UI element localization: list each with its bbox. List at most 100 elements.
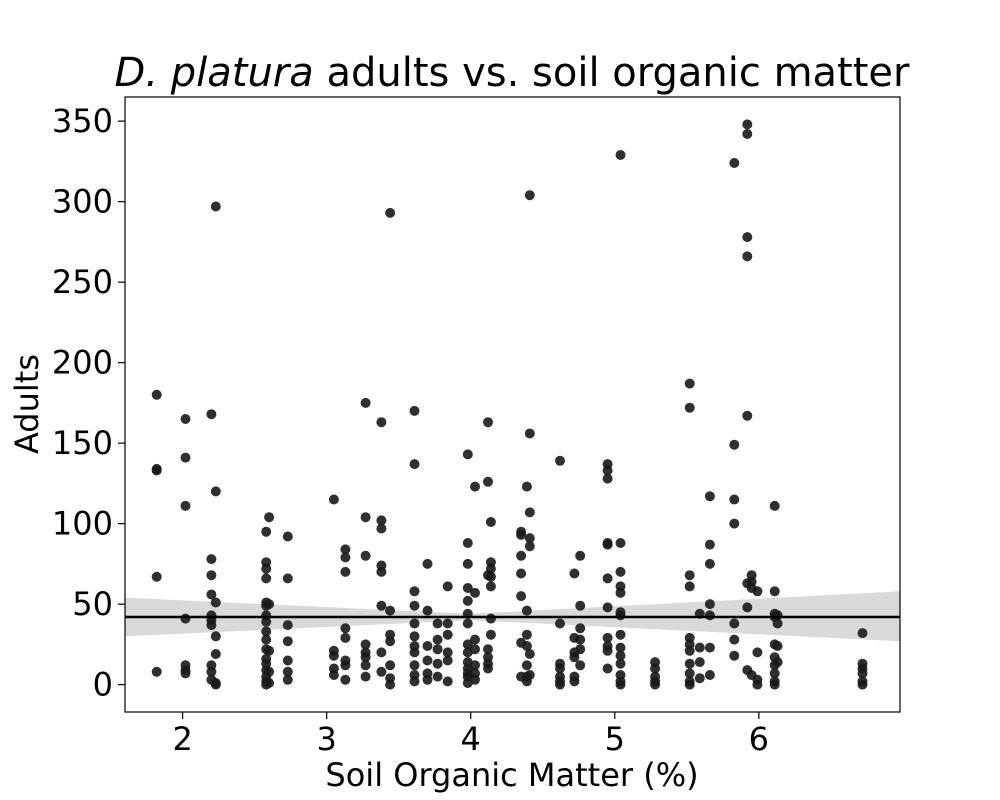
data-point bbox=[470, 674, 480, 685]
data-point bbox=[206, 409, 217, 420]
data-point bbox=[521, 605, 532, 616]
data-point bbox=[376, 666, 387, 677]
data-point bbox=[602, 602, 613, 613]
y-tick-label: 0 bbox=[93, 666, 113, 704]
data-point bbox=[742, 232, 753, 243]
data-point bbox=[328, 494, 339, 505]
data-point bbox=[602, 632, 613, 643]
data-point bbox=[704, 558, 715, 569]
x-tick-label: 5 bbox=[605, 720, 625, 758]
data-point bbox=[470, 660, 480, 671]
data-point bbox=[376, 566, 387, 577]
data-point bbox=[442, 676, 453, 687]
data-point bbox=[470, 644, 480, 655]
data-point bbox=[264, 678, 275, 688]
data-point bbox=[376, 600, 387, 611]
data-point bbox=[442, 647, 453, 658]
data-point bbox=[704, 642, 715, 653]
data-point bbox=[615, 566, 626, 577]
data-point bbox=[340, 544, 351, 555]
data-point bbox=[462, 583, 473, 593]
data-point bbox=[516, 568, 527, 579]
data-point bbox=[615, 658, 626, 669]
data-point bbox=[470, 587, 480, 598]
data-point bbox=[516, 550, 527, 561]
data-point bbox=[694, 657, 705, 668]
data-point bbox=[385, 207, 396, 218]
data-point bbox=[615, 679, 626, 690]
data-point bbox=[210, 486, 221, 497]
data-point bbox=[524, 507, 535, 518]
data-point bbox=[772, 657, 783, 668]
data-point bbox=[704, 599, 715, 610]
data-point bbox=[615, 642, 626, 653]
data-point bbox=[742, 602, 753, 613]
data-point bbox=[704, 610, 715, 621]
data-point bbox=[328, 670, 339, 680]
data-point bbox=[360, 550, 371, 561]
data-point bbox=[769, 500, 780, 511]
data-point bbox=[516, 591, 527, 602]
data-point bbox=[261, 626, 272, 637]
data-point bbox=[729, 650, 740, 661]
data-point bbox=[729, 518, 740, 529]
data-point bbox=[524, 533, 535, 544]
data-point bbox=[264, 645, 275, 656]
data-point bbox=[376, 523, 387, 534]
data-point bbox=[261, 563, 272, 574]
y-tick-label: 200 bbox=[52, 344, 113, 382]
data-point bbox=[206, 554, 217, 565]
data-point bbox=[602, 573, 613, 584]
data-point bbox=[704, 539, 715, 550]
data-point bbox=[752, 679, 763, 690]
data-point bbox=[575, 644, 586, 655]
data-point bbox=[151, 571, 162, 582]
data-point bbox=[521, 641, 532, 651]
data-point bbox=[857, 679, 868, 690]
data-point bbox=[409, 459, 420, 470]
y-tick-label: 50 bbox=[72, 585, 113, 623]
data-point bbox=[409, 631, 420, 642]
data-point bbox=[282, 674, 293, 685]
data-point bbox=[729, 618, 740, 629]
data-point bbox=[650, 663, 661, 674]
data-point bbox=[422, 655, 433, 666]
data-point bbox=[483, 663, 493, 674]
data-point bbox=[742, 410, 753, 421]
data-point bbox=[602, 663, 613, 674]
data-point bbox=[752, 586, 763, 597]
data-point bbox=[521, 481, 532, 492]
data-point bbox=[602, 465, 613, 476]
data-point bbox=[151, 465, 162, 476]
data-point bbox=[769, 586, 780, 597]
y-axis-ticks: 0 50 100 150 200 250 300 350 bbox=[52, 102, 125, 704]
data-point bbox=[210, 597, 221, 608]
data-point bbox=[462, 449, 473, 460]
data-point bbox=[409, 676, 420, 687]
data-point bbox=[340, 660, 351, 671]
data-point bbox=[409, 405, 420, 416]
x-tick-label: 4 bbox=[461, 720, 481, 758]
data-point bbox=[180, 414, 191, 424]
x-tick-label: 3 bbox=[316, 720, 336, 758]
data-point bbox=[615, 538, 626, 548]
y-tick-label: 150 bbox=[52, 424, 113, 462]
chart-title-italic: D. platura bbox=[115, 50, 314, 96]
data-point bbox=[180, 668, 191, 679]
y-tick-label: 350 bbox=[52, 102, 113, 140]
y-tick-label: 300 bbox=[52, 183, 113, 221]
data-point bbox=[180, 500, 191, 511]
data-point bbox=[742, 129, 753, 139]
data-point bbox=[442, 655, 453, 666]
data-point bbox=[521, 660, 532, 671]
data-point bbox=[340, 632, 351, 643]
data-point bbox=[376, 647, 387, 658]
data-point bbox=[485, 563, 496, 574]
data-point bbox=[575, 600, 586, 611]
data-point bbox=[569, 652, 580, 663]
data-point bbox=[422, 674, 433, 685]
data-point bbox=[409, 647, 420, 658]
data-point bbox=[857, 668, 868, 679]
data-point bbox=[409, 586, 420, 597]
data-point bbox=[340, 623, 351, 634]
